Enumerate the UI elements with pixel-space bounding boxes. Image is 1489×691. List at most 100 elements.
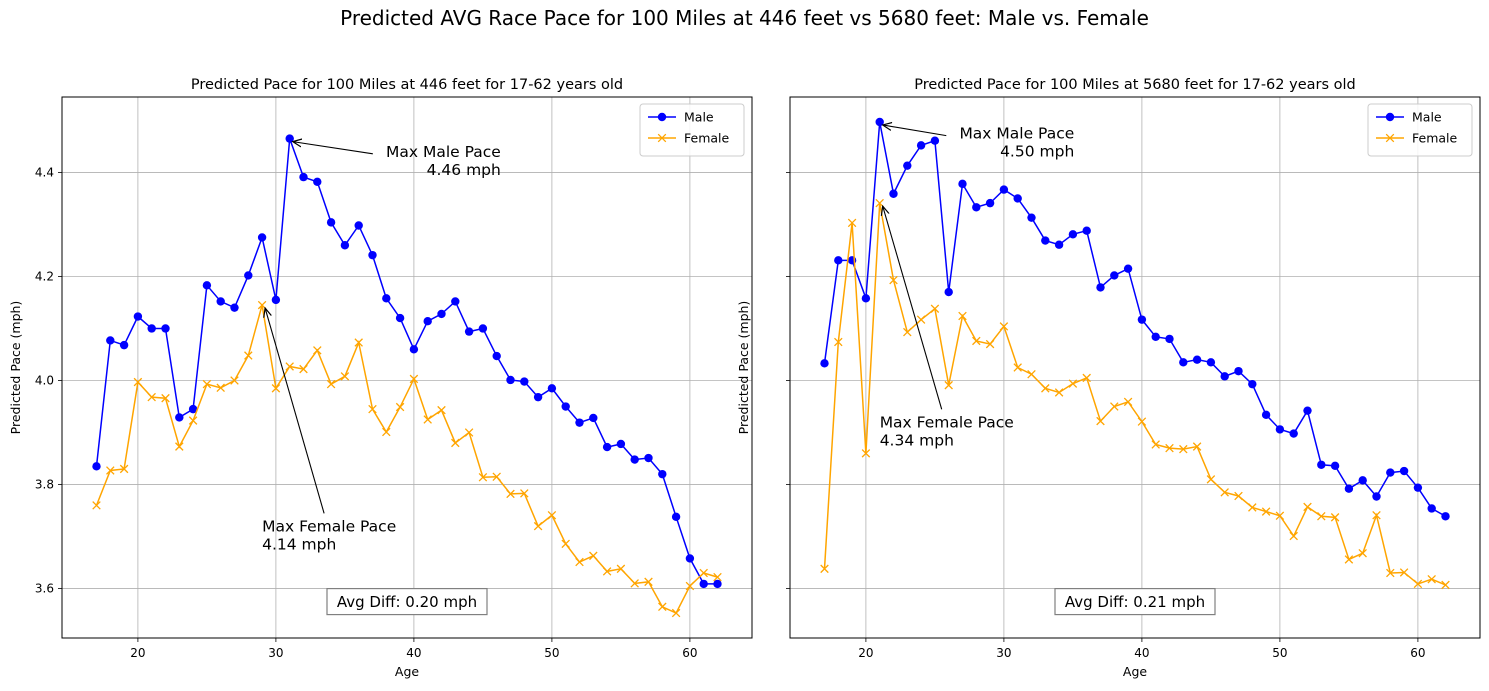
data-point-male: [257, 233, 267, 242]
data-point-male: [271, 295, 281, 305]
data-point-male: [230, 303, 239, 312]
data-point-female: [285, 362, 294, 371]
data-point-male: [520, 377, 529, 386]
data-point-male: [575, 418, 584, 427]
data-point-male: [561, 402, 570, 411]
data-point-male: [285, 134, 294, 143]
data-point-female: [699, 568, 708, 578]
y-axis-label: Predicted Pace (mph): [736, 301, 751, 435]
data-point-female: [230, 376, 239, 385]
annotation-line: Max Male Pace: [959, 125, 1074, 143]
data-point-female: [106, 466, 115, 475]
data-point-female: [326, 379, 336, 389]
data-point-male: [713, 579, 722, 589]
data-point-female: [1413, 579, 1423, 589]
data-point-female: [589, 551, 598, 561]
series-line-male: [823, 121, 1446, 517]
x-tick-label: 60: [682, 646, 697, 660]
annotation-line: 4.14 mph: [262, 535, 336, 553]
data-point-female: [999, 322, 1009, 331]
annotation-arrow: [883, 125, 947, 137]
data-point-female: [216, 383, 225, 393]
data-point-female: [916, 315, 926, 324]
data-point-male: [478, 324, 488, 333]
data-point-female: [820, 564, 829, 574]
data-point-female: [1137, 417, 1147, 426]
legend-marker-male: [1385, 112, 1395, 122]
data-point-male: [875, 117, 884, 127]
annotation-line: Max Female Pace: [262, 517, 396, 535]
data-point-male: [699, 579, 708, 589]
chart-panel-2: 20 30 40 50 60 Predicted Pace for 100 Miles a…: [736, 77, 1481, 679]
data-point-female: [547, 510, 557, 520]
avg-diff-box: [1054, 587, 1216, 616]
data-point-female: [658, 602, 667, 612]
data-point-male: [147, 324, 156, 333]
data-point-female: [944, 380, 953, 390]
data-point-female: [368, 404, 377, 414]
avg-diff-label: Avg Diff: 0.21 mph: [1065, 593, 1205, 611]
series-line-female: [95, 304, 718, 615]
data-point-female: [930, 304, 940, 313]
data-point-female: [202, 379, 212, 389]
data-point-female: [299, 364, 308, 374]
y-axis-label: Predicted Pace (mph): [8, 301, 23, 435]
x-axis-label: Age: [1123, 664, 1147, 679]
x-tick-label: 60: [1410, 646, 1425, 660]
data-point-male: [616, 439, 626, 449]
data-point-female: [188, 416, 198, 425]
data-point-female: [903, 327, 912, 337]
data-point-male: [1275, 425, 1285, 434]
x-tick-label: 20: [858, 646, 873, 660]
data-point-male: [589, 413, 598, 423]
data-point-male: [161, 324, 170, 333]
annotation-arrow: [265, 308, 325, 514]
data-point-female: [1027, 370, 1036, 379]
data-point-female: [478, 473, 488, 482]
data-point-female: [395, 402, 405, 412]
data-point-male: [216, 297, 225, 306]
data-point-female: [1220, 488, 1229, 497]
annotation-arrow: [293, 142, 373, 155]
plot-frame: [789, 96, 1481, 639]
data-point-female: [713, 572, 722, 582]
x-tick-label: 40: [1134, 646, 1149, 660]
data-point-male: [972, 203, 981, 212]
data-point-male: [299, 172, 308, 182]
data-point-male: [382, 294, 391, 303]
data-point-female: [1054, 388, 1064, 397]
x-tick-label: 30: [268, 646, 283, 660]
data-point-female: [1372, 510, 1381, 520]
data-point-female: [644, 577, 653, 587]
data-point-male: [889, 189, 898, 198]
data-point-female: [464, 428, 474, 437]
data-point-male: [437, 309, 446, 319]
data-point-female: [340, 372, 350, 381]
data-point-female: [972, 336, 981, 346]
data-point-female: [1123, 397, 1133, 407]
data-point-male: [1330, 461, 1340, 471]
data-point-male: [1358, 476, 1367, 485]
data-point-male: [1289, 429, 1298, 438]
data-point-female: [409, 374, 419, 384]
data-point-female: [533, 521, 543, 531]
data-point-female: [685, 581, 695, 591]
data-point-female: [451, 438, 460, 448]
data-point-female: [1110, 402, 1119, 411]
data-point-female: [1206, 475, 1216, 484]
avg-diff-label: Avg Diff: 0.20 mph: [337, 593, 477, 611]
data-point-female: [671, 608, 681, 618]
data-point-female: [1289, 531, 1298, 541]
data-point-male: [423, 317, 432, 326]
annotation-text: Max Female Pace 4.34 mph: [880, 413, 1014, 449]
series-line-male: [95, 138, 718, 585]
data-point-male: [1013, 194, 1022, 203]
data-point-male: [506, 375, 515, 385]
y-tick-label: 4.4: [35, 165, 54, 179]
data-point-female: [1275, 511, 1285, 521]
data-point-male: [834, 256, 843, 265]
data-point-male: [340, 241, 350, 250]
annotation-line: 4.50 mph: [1000, 143, 1074, 161]
series-line-female: [823, 202, 1446, 586]
